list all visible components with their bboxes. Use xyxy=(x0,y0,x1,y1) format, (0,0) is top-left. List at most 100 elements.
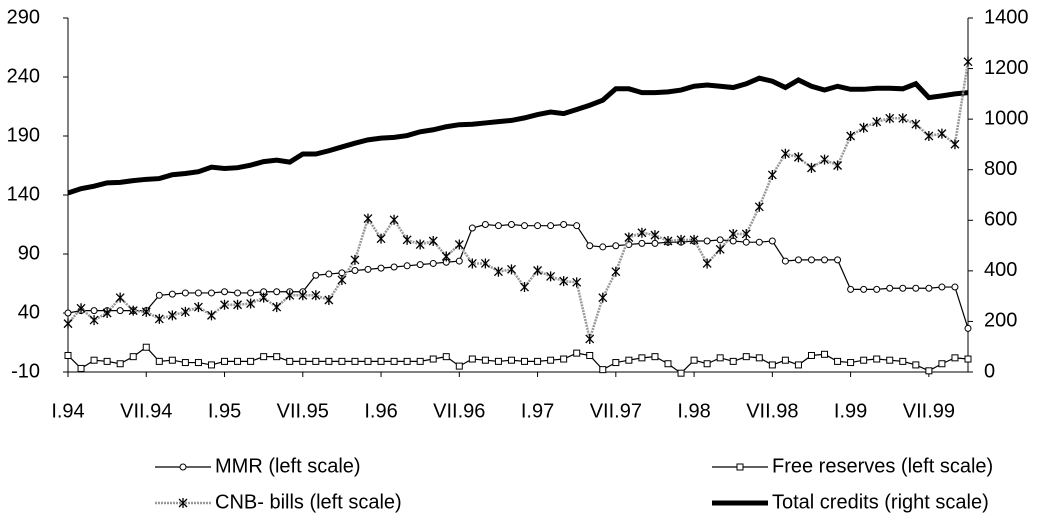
marker xyxy=(807,256,815,264)
marker xyxy=(234,357,242,365)
marker xyxy=(768,237,776,245)
legend-label: CNB- bills (left scale) xyxy=(215,491,402,513)
y2-tick-label: 0 xyxy=(984,360,995,382)
marker xyxy=(768,361,776,369)
marker xyxy=(325,357,333,365)
marker xyxy=(299,357,307,365)
marker xyxy=(481,221,489,228)
marker xyxy=(493,266,503,277)
marker xyxy=(925,367,933,375)
marker xyxy=(312,271,320,279)
marker xyxy=(90,307,98,315)
marker xyxy=(847,359,855,367)
marker xyxy=(912,361,920,369)
y-tick-label: 240 xyxy=(7,65,40,87)
marker xyxy=(103,357,111,365)
marker xyxy=(951,354,959,362)
marker xyxy=(363,213,373,224)
marker xyxy=(872,116,882,127)
marker xyxy=(833,160,843,171)
marker xyxy=(468,355,476,363)
series-line xyxy=(67,346,969,374)
marker xyxy=(441,251,451,262)
marker xyxy=(716,354,724,362)
marker xyxy=(89,315,99,326)
marker xyxy=(715,244,725,255)
marker xyxy=(847,285,855,293)
marker xyxy=(716,236,724,244)
marker xyxy=(807,351,815,359)
x-tick-label: VII.96 xyxy=(433,400,485,422)
marker xyxy=(794,361,802,369)
marker xyxy=(937,128,947,139)
marker xyxy=(637,227,647,238)
marker xyxy=(507,264,516,275)
marker xyxy=(494,357,502,365)
marker xyxy=(377,357,385,365)
marker xyxy=(664,360,672,368)
marker xyxy=(573,222,581,230)
marker xyxy=(350,254,360,265)
marker xyxy=(259,292,269,303)
y-tick-label: 40 xyxy=(18,301,40,323)
marker xyxy=(507,221,515,228)
y2-tick-label: 200 xyxy=(984,310,1017,332)
marker xyxy=(860,356,868,364)
marker xyxy=(390,357,398,365)
marker xyxy=(467,258,477,269)
marker xyxy=(938,283,946,291)
legend-label: Free reserves (left scale) xyxy=(772,455,993,477)
x-tick-label: VII.94 xyxy=(120,400,172,422)
marker xyxy=(272,302,282,313)
y2-tick-label: 600 xyxy=(984,209,1017,231)
marker xyxy=(116,307,124,315)
x-tick-label: VII.97 xyxy=(590,400,642,422)
marker xyxy=(234,289,242,297)
marker xyxy=(741,228,751,239)
marker xyxy=(507,356,515,364)
marker xyxy=(899,357,907,365)
marker xyxy=(364,357,372,365)
marker xyxy=(612,242,620,250)
x-tick-label: I.97 xyxy=(521,400,554,422)
marker xyxy=(911,119,921,130)
marker xyxy=(964,355,972,363)
marker xyxy=(338,357,346,365)
marker xyxy=(611,266,621,277)
y2-tick-label: 1200 xyxy=(984,57,1029,79)
marker xyxy=(207,310,216,321)
marker xyxy=(246,298,256,309)
marker xyxy=(573,349,581,357)
marker xyxy=(181,359,189,367)
marker xyxy=(586,242,594,250)
series-line xyxy=(67,75,969,196)
marker xyxy=(76,303,86,314)
marker xyxy=(755,238,763,246)
marker xyxy=(429,355,437,363)
marker xyxy=(821,256,829,264)
y2-tick-label: 400 xyxy=(984,259,1017,281)
marker xyxy=(780,148,790,159)
marker xyxy=(703,360,711,368)
marker xyxy=(298,290,308,301)
marker xyxy=(155,357,163,365)
marker xyxy=(820,154,829,165)
series-line xyxy=(67,61,970,344)
marker xyxy=(455,257,463,265)
x-tick-label: VII.98 xyxy=(746,400,798,422)
marker xyxy=(547,222,555,230)
marker xyxy=(898,113,908,124)
series xyxy=(63,56,973,344)
marker xyxy=(180,306,190,317)
marker xyxy=(403,262,411,270)
marker xyxy=(376,233,386,244)
marker xyxy=(90,356,98,364)
x-tick-label: I.94 xyxy=(51,400,84,422)
series xyxy=(64,343,972,377)
marker xyxy=(468,224,476,232)
marker xyxy=(938,360,946,368)
legend-label: Total credits (right scale) xyxy=(772,491,989,513)
marker xyxy=(416,357,424,365)
marker xyxy=(793,152,803,163)
